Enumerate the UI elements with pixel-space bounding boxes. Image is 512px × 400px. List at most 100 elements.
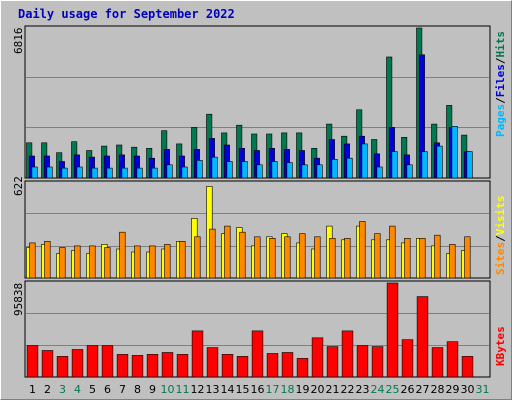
x-tick-label: 25 [386,383,400,396]
pages-bar [136,167,143,179]
x-tick-label: 31 [476,383,490,396]
x-tick-label: 1 [29,383,36,396]
sites-bar [194,236,201,279]
kbytes-bar [221,354,234,378]
sites-bar [29,242,36,279]
pages-bar [406,164,413,179]
sites-bar [299,233,306,279]
kbytes-bar [251,330,264,378]
kbytes-bar [146,354,159,378]
kbytes-bar [131,355,144,378]
kbytes-bar [296,358,309,378]
x-tick-label: 28 [431,383,445,396]
visits-panel-ymax: 622 [12,176,25,196]
pages-bar [61,167,68,179]
x-tick-label: 11 [176,383,190,396]
sites-bar [344,238,351,279]
x-tick-label: 19 [296,383,310,396]
x-tick-label: 4 [74,383,81,396]
x-tick-label: 15 [236,383,250,396]
kbytes-bar [341,330,354,378]
legend-separator: / [494,97,507,104]
x-tick-label: 23 [356,383,370,396]
sites-bar [119,231,126,279]
pages-bar [151,167,158,179]
pages-bar [286,162,293,179]
kbytes-bar [311,337,324,378]
kbytes-bar [431,347,444,378]
kbytes-panel-legend: KBytes [494,326,507,366]
kbytes-bar [281,352,294,378]
kbytes-bar [161,352,174,378]
legend-hits: Hits [494,31,507,58]
x-tick-label: 18 [281,383,295,396]
pages-bar [241,161,248,179]
kbytes-bar [86,345,99,378]
pages-bar [376,166,383,179]
kbytes-bar [401,339,414,378]
kbytes-bar [371,346,384,378]
sites-bar [359,221,366,279]
x-tick-label: 17 [266,383,280,396]
x-tick-label: 16 [251,383,265,396]
pages-bar [271,161,278,179]
x-tick-label: 30 [461,383,475,396]
kbytes-bar [116,354,129,378]
kbytes-bar [26,345,39,378]
sites-bar [449,244,456,279]
x-tick-label: 13 [206,383,220,396]
x-tick-label: 27 [416,383,430,396]
pages-bar [331,159,338,179]
sites-bar [74,245,81,279]
x-tick-label: 29 [446,383,460,396]
kbytes-bar [101,345,114,378]
sites-bar [44,241,51,279]
pages-bar [421,151,428,179]
x-tick-label: 10 [161,383,175,396]
kbytes-bar [236,356,249,378]
pages-bar [391,151,398,179]
x-tick-label: 24 [371,383,385,396]
legend-kbytes: KBytes [494,326,507,366]
x-tick-label: 22 [341,383,355,396]
pages-bar [256,164,263,179]
legend-separator: / [494,57,507,65]
kbytes-bar [206,347,219,378]
sites-bar [374,233,381,279]
x-tick-label: 3 [59,383,66,396]
x-tick-label: 20 [311,383,325,396]
kbytes-bar [461,356,474,378]
kbytes-bar [191,330,204,378]
sites-bar [434,234,441,279]
x-tick-label: 21 [326,383,340,396]
chart-title: Daily usage for September 2022 [18,7,235,21]
kbytes-bar [176,354,189,378]
legend-pages: Pages [494,103,507,137]
pages-bar [451,126,458,179]
sites-bar [104,247,111,279]
pages-bar [316,164,323,179]
kbytes-panel-ymax: 95838 [12,282,25,316]
sites-bar [239,231,246,279]
x-tick-label: 5 [89,383,96,396]
sites-bar [404,238,411,279]
sites-bar [179,241,186,279]
legend-sites: Sites [494,241,507,275]
sites-bar [59,247,66,279]
pages-bar [211,156,218,179]
kbytes-bar [56,356,69,378]
x-tick-label: 8 [134,383,141,396]
visits-panel-legend: Sites/Visits [494,196,507,276]
kbytes-bar [266,353,279,378]
sites-bar [284,236,291,279]
kbytes-bar [416,296,429,378]
sites-bar [419,238,426,279]
x-tick-label: 2 [44,383,51,396]
sites-bar [314,236,321,279]
pages-bar [346,157,353,179]
hits-panel-legend: Pages/Files/Hits [494,31,507,137]
pages-bar [121,167,128,179]
legend-separator: / [494,235,507,242]
hits-panel-ymax: 6816 [12,27,25,55]
